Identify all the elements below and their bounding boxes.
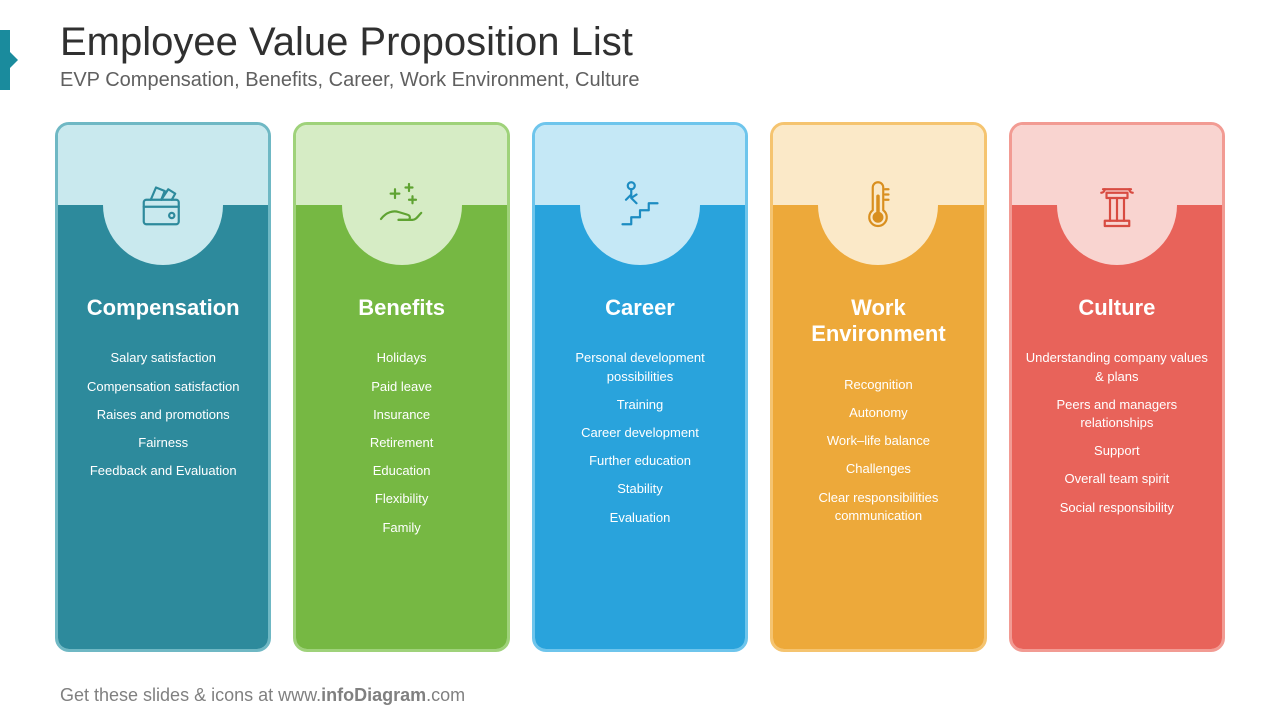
card-body: Benefits Holidays Paid leave Insurance Retir… <box>296 205 506 649</box>
card-item-list: Holidays Paid leave Insurance Retirement Edu… <box>296 349 506 536</box>
page-subtitle: EVP Compensation, Benefits, Career, Work… <box>60 69 1220 92</box>
card-item: Raises and promotions <box>72 406 254 424</box>
card-item: Insurance <box>310 406 492 424</box>
card-item: Overall team spirit <box>1026 470 1208 488</box>
card-item: Personal development possibilities <box>549 349 731 385</box>
evp-card: Benefits Holidays Paid leave Insurance Retir… <box>293 122 509 652</box>
card-title: Benefits <box>296 295 506 321</box>
card-item: Family <box>310 519 492 537</box>
card-body: Work Environment Recognition Autonomy Work–… <box>773 205 983 649</box>
card-item: Evaluation <box>549 509 731 527</box>
card-item: Holidays <box>310 349 492 367</box>
card-item: Career development <box>549 424 731 442</box>
page-title: Employee Value Proposition List <box>60 20 1220 65</box>
hand-plus-icon <box>342 145 462 265</box>
card-item: Salary satisfaction <box>72 349 254 367</box>
card-body: Compensation Salary satisfaction Compensat… <box>58 205 268 649</box>
side-accent <box>0 30 10 90</box>
card-item-list: Understanding company values & plans Peer… <box>1012 349 1222 516</box>
card-item: Education <box>310 462 492 480</box>
card-body: Career Personal development possibilities… <box>535 205 745 649</box>
card-item: Fairness <box>72 434 254 452</box>
card-item: Autonomy <box>787 404 969 422</box>
card-item: Support <box>1026 442 1208 460</box>
pillar-icon <box>1057 145 1177 265</box>
evp-card: Culture Understanding company values & pl… <box>1009 122 1225 652</box>
evp-card: Work Environment Recognition Autonomy Work–… <box>770 122 986 652</box>
stairs-icon <box>580 145 700 265</box>
card-item: Understanding company values & plans <box>1026 349 1208 385</box>
footer-text: Get these slides & icons at www.infoDiag… <box>60 685 465 706</box>
card-item-list: Personal development possibilities Traini… <box>535 349 745 526</box>
card-item: Challenges <box>787 460 969 478</box>
columns-container: Compensation Salary satisfaction Compensat… <box>0 102 1280 652</box>
card-item: Feedback and Evaluation <box>72 462 254 480</box>
card-item: Recognition <box>787 376 969 394</box>
card-item: Clear responsibilities communication <box>787 489 969 525</box>
card-item-list: Recognition Autonomy Work–life balance Chal… <box>773 376 983 525</box>
footer-prefix: Get these slides & icons at www. <box>60 685 321 705</box>
card-title: Compensation <box>58 295 268 321</box>
evp-card: Career Personal development possibilities… <box>532 122 748 652</box>
card-item: Social responsibility <box>1026 499 1208 517</box>
card-item-list: Salary satisfaction Compensation satisfac… <box>58 349 268 480</box>
header: Employee Value Proposition List EVP Comp… <box>0 0 1280 102</box>
footer-bold: infoDiagram <box>321 685 426 705</box>
card-item: Flexibility <box>310 490 492 508</box>
card-item: Compensation satisfaction <box>72 378 254 396</box>
card-item: Peers and managers relationships <box>1026 396 1208 432</box>
footer-suffix: .com <box>426 685 465 705</box>
card-item: Work–life balance <box>787 432 969 450</box>
card-item: Further education <box>549 452 731 470</box>
card-item: Training <box>549 396 731 414</box>
card-title: Work Environment <box>773 295 983 348</box>
card-title: Career <box>535 295 745 321</box>
thermometer-icon <box>818 145 938 265</box>
card-item: Paid leave <box>310 378 492 396</box>
card-title: Culture <box>1012 295 1222 321</box>
card-body: Culture Understanding company values & pl… <box>1012 205 1222 649</box>
evp-card: Compensation Salary satisfaction Compensat… <box>55 122 271 652</box>
card-item: Retirement <box>310 434 492 452</box>
wallet-icon <box>103 145 223 265</box>
card-item: Stability <box>549 480 731 498</box>
